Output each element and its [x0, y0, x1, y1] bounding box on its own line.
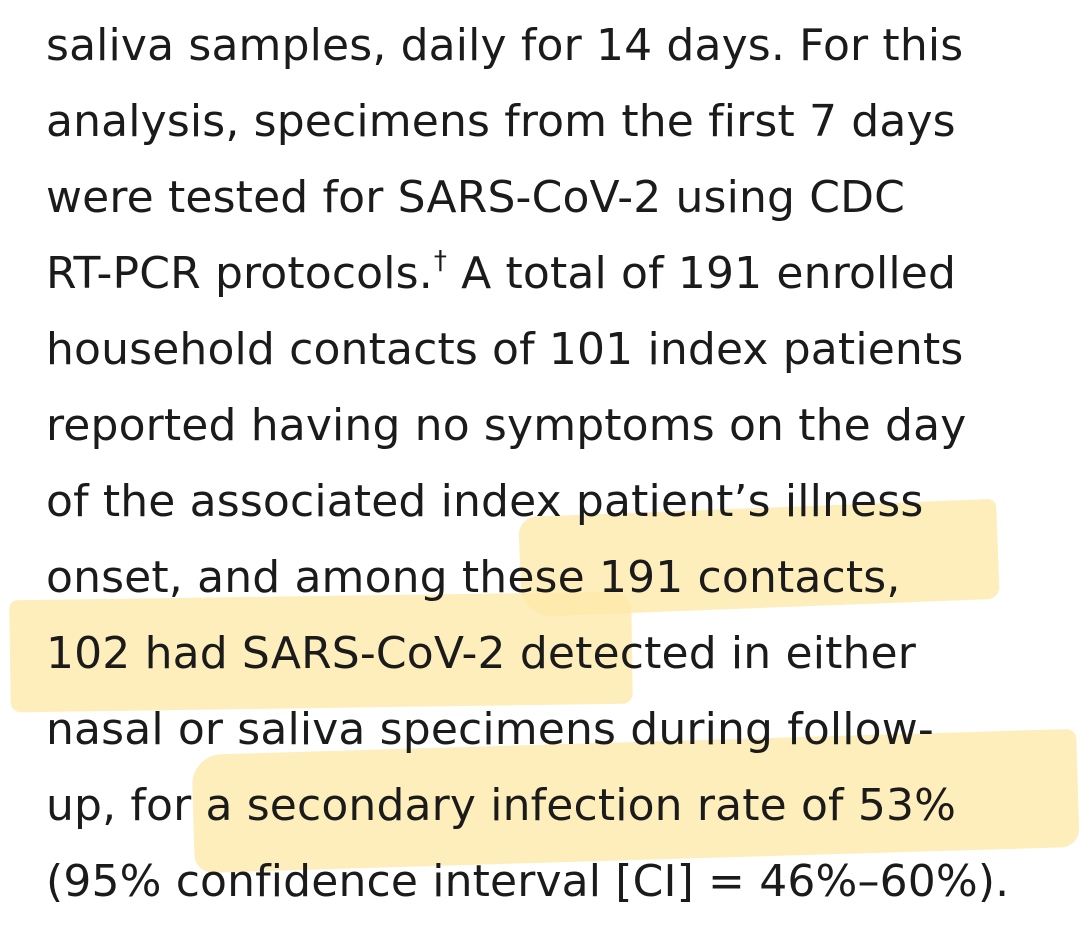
paragraph-line: saliva samples, daily for 14 days. For t… [46, 20, 964, 71]
paragraph-text: RT-PCR protocols. [46, 248, 433, 299]
paragraph-line: of the associated index patient’s illnes… [46, 476, 924, 527]
paragraph-line: were tested for SARS-CoV-2 using CDC [46, 172, 906, 223]
paragraph-line: analysis, specimens from the first 7 day… [46, 96, 956, 147]
paragraph-line: household contacts of 101 index patients [46, 324, 964, 375]
paragraph-line: reported having no symptoms on the day [46, 400, 967, 451]
paragraph-line: 102 had SARS-CoV-2 detected in either [46, 628, 916, 679]
paragraph-line: nasal or saliva specimens during follow- [46, 704, 934, 755]
paragraph-line-with-footnote: RT-PCR protocols.† A total of 191 enroll… [46, 236, 1056, 312]
footnote-marker: † [433, 246, 447, 276]
paragraph-text: A total of 191 enrolled [447, 248, 957, 299]
report-paragraph: saliva samples, daily for 14 days. For t… [46, 8, 1056, 920]
paragraph-line: (95% confidence interval [CI] = 46%–60%)… [46, 856, 1010, 907]
paragraph-line: onset, and among these 191 contacts, [46, 552, 901, 603]
paragraph-line: up, for a secondary infection rate of 53… [46, 780, 957, 831]
